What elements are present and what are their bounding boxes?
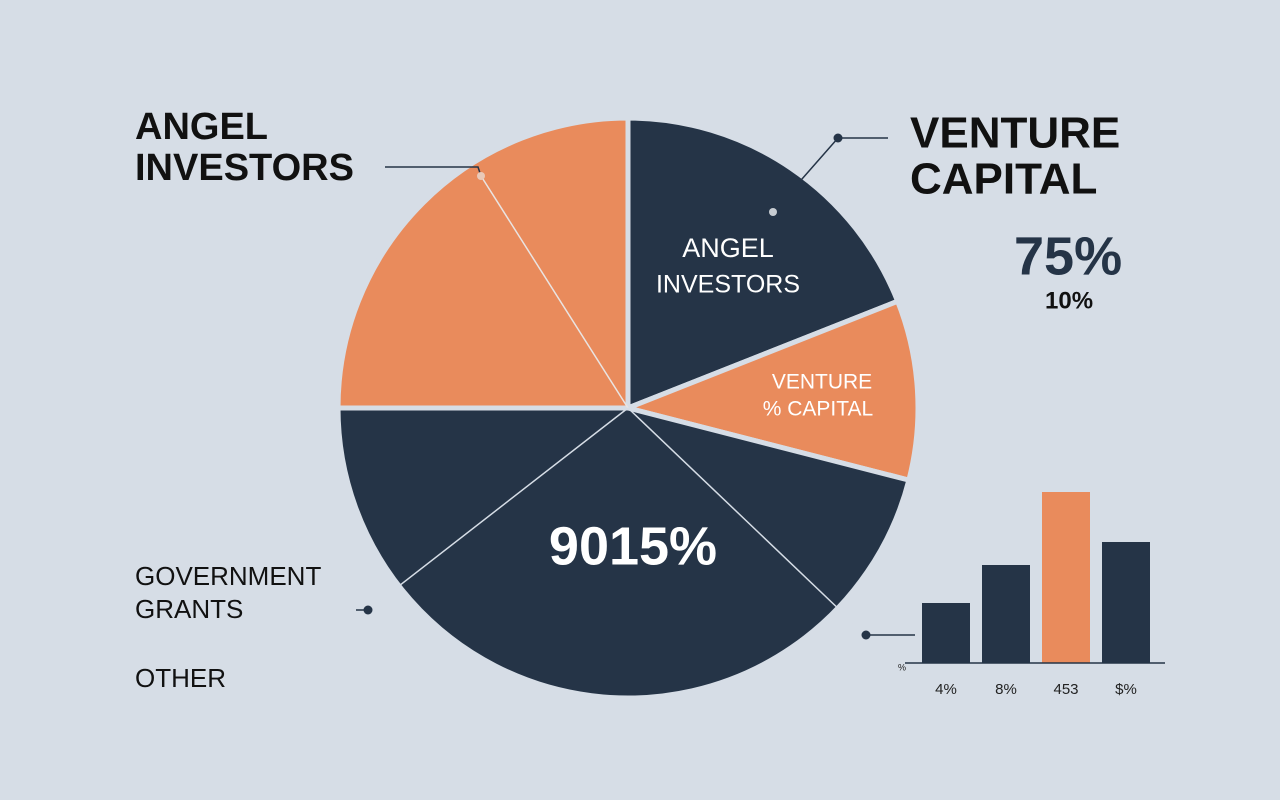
annotation: VENTURE bbox=[910, 109, 1120, 158]
leader-dot bbox=[833, 133, 843, 143]
pie-slice bbox=[625, 115, 901, 411]
bar bbox=[1102, 542, 1150, 663]
leader-line bbox=[480, 175, 629, 409]
x-tick-label: $% bbox=[1115, 681, 1137, 698]
x-tick-label: 8% bbox=[995, 681, 1017, 698]
leader-line bbox=[367, 407, 629, 611]
annotation: GRANTS bbox=[135, 594, 243, 624]
annotation: OTHER bbox=[135, 663, 226, 693]
annotation: INVESTORS bbox=[135, 147, 354, 189]
bar bbox=[982, 565, 1030, 663]
leader-dots bbox=[363, 133, 871, 640]
slice-label: % CAPITAL bbox=[763, 398, 873, 421]
x-tick-label: 453 bbox=[1053, 681, 1078, 698]
y-axis-label: % bbox=[898, 662, 906, 672]
x-tick-label: 4% bbox=[935, 681, 957, 698]
slice-label: ANGEL bbox=[682, 233, 774, 263]
bar-chart: 4% 8% 453 $%% bbox=[898, 492, 1165, 698]
slice-label: INVESTORS bbox=[656, 271, 800, 299]
leader-dot bbox=[477, 172, 485, 180]
annotation: GOVERNMENT bbox=[135, 561, 321, 591]
leader-dot bbox=[861, 630, 871, 640]
slice-label: VENTURE bbox=[772, 371, 872, 394]
leader-line bbox=[627, 407, 867, 636]
pie-slice bbox=[625, 298, 921, 483]
annotation: 10% bbox=[1045, 287, 1093, 314]
slice-label: 9015% bbox=[549, 516, 717, 576]
pie-slice bbox=[335, 405, 912, 701]
annotation: ANGEL bbox=[135, 106, 268, 148]
annotation: 75% bbox=[1014, 226, 1122, 286]
pie-slice bbox=[335, 115, 631, 411]
pie-chart bbox=[335, 115, 921, 701]
bar bbox=[1042, 492, 1090, 663]
leader-dot bbox=[769, 208, 777, 216]
annotation: CAPITAL bbox=[910, 155, 1097, 204]
bar bbox=[922, 603, 970, 663]
leader-dot bbox=[363, 605, 373, 615]
